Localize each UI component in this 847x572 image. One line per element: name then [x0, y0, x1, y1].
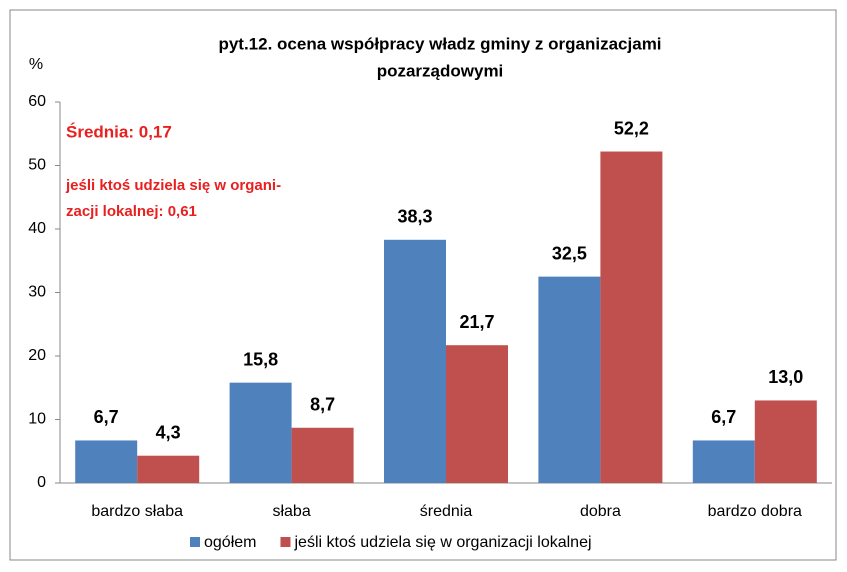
x-tick-label: bardzo słaba	[91, 503, 183, 520]
annotation: Średnia: 0,17	[66, 122, 172, 141]
annotation: jeśli ktoś udziela się w organi-	[65, 177, 281, 194]
data-label: 6,7	[94, 407, 119, 427]
legend-label: ogółem	[204, 534, 256, 551]
y-tick-label: 10	[28, 411, 46, 428]
y-tick-label: 0	[37, 474, 46, 491]
x-tick-label: dobra	[580, 503, 621, 520]
legend-swatch	[190, 537, 200, 547]
data-label: 4,3	[156, 422, 181, 442]
chart-title: pyt.12. ocena współpracy władz gminy z o…	[218, 34, 661, 53]
y-tick-label: 40	[28, 220, 46, 237]
data-label: 21,7	[459, 312, 494, 332]
data-label: 6,7	[711, 407, 736, 427]
data-label: 15,8	[243, 349, 278, 369]
data-label: 32,5	[552, 243, 587, 263]
bar	[692, 440, 755, 483]
x-tick-label: średnia	[420, 503, 473, 520]
bar	[291, 427, 354, 483]
bar	[137, 455, 200, 483]
bar	[446, 345, 508, 483]
chart-title: pozarządowymi	[377, 61, 504, 80]
bar	[754, 400, 817, 483]
y-axis-label: %	[29, 56, 43, 73]
data-label: 13,0	[768, 367, 803, 387]
legend-swatch	[280, 537, 291, 547]
data-label: 52,2	[614, 118, 649, 138]
legend-label: jeśli ktoś udziela się w organizacji lok…	[293, 534, 591, 551]
annotation: zacji lokalnej: 0,61	[66, 203, 197, 220]
y-tick-label: 60	[28, 93, 46, 110]
bar	[384, 239, 446, 483]
bar	[229, 382, 292, 483]
data-label: 38,3	[397, 207, 432, 227]
data-label: 8,7	[310, 395, 335, 415]
bar	[538, 276, 601, 483]
x-tick-label: słaba	[272, 503, 310, 520]
x-tick-label: bardzo dobra	[708, 503, 802, 520]
bar	[600, 151, 663, 483]
y-tick-label: 50	[28, 157, 46, 174]
bar	[75, 440, 138, 483]
y-tick-label: 30	[28, 284, 46, 301]
y-tick-label: 20	[28, 347, 46, 364]
